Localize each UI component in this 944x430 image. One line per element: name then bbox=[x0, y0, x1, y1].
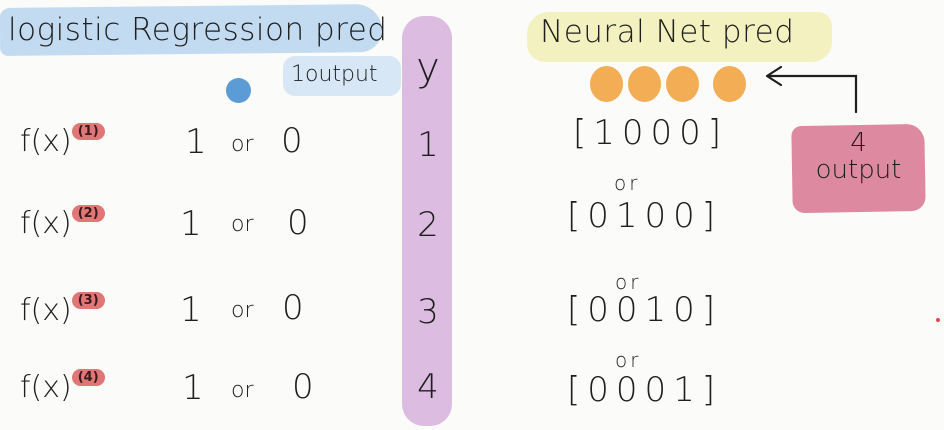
fx-label: f(x) bbox=[20, 124, 72, 159]
output-node-2 bbox=[628, 66, 661, 102]
y-value-1: 1 bbox=[417, 125, 439, 165]
output-node-4 bbox=[713, 66, 746, 102]
neural-title-highlight bbox=[527, 12, 832, 62]
one-output-label: 1output bbox=[291, 62, 378, 87]
callout-word: output bbox=[815, 155, 902, 186]
value-one: 1 bbox=[180, 290, 202, 330]
or-separator-1: or bbox=[614, 171, 641, 195]
y-value-4: 4 bbox=[417, 367, 439, 407]
callout-arrow-icon bbox=[765, 65, 858, 114]
superscript-badge: (3) bbox=[71, 292, 105, 309]
y-column-highlight bbox=[402, 16, 452, 426]
superscript-badge: (1) bbox=[71, 123, 105, 140]
callout-text: 4 output bbox=[792, 128, 925, 186]
value-one: 1 bbox=[180, 204, 202, 244]
onehot-vector-3: [0010] bbox=[567, 290, 723, 330]
neural-net-title: Neural Net pred bbox=[540, 14, 795, 50]
stray-mark bbox=[936, 318, 940, 322]
value-zero: 0 bbox=[281, 121, 303, 161]
y-value-3: 3 bbox=[417, 292, 439, 332]
fx-row-3: f(x) (3) bbox=[20, 292, 105, 328]
or-word: or bbox=[231, 378, 254, 403]
or-separator-3: or bbox=[615, 348, 642, 372]
fx-row-1: f(x) (1) bbox=[20, 123, 105, 159]
value-zero: 0 bbox=[287, 203, 309, 243]
fx-label: f(x) bbox=[20, 206, 72, 241]
logistic-regression-title: logistic Regression pred bbox=[8, 12, 388, 48]
onehot-vector-1: [1000] bbox=[573, 113, 729, 153]
or-word: or bbox=[231, 298, 254, 323]
fx-label: f(x) bbox=[20, 370, 72, 405]
fx-row-2: f(x) (2) bbox=[20, 205, 105, 241]
value-zero: 0 bbox=[282, 288, 304, 328]
output-label-highlight bbox=[283, 56, 401, 96]
value-zero: 0 bbox=[292, 367, 314, 407]
fx-row-4: f(x) (4) bbox=[20, 369, 105, 405]
value-one: 1 bbox=[182, 368, 204, 408]
fx-label: f(x) bbox=[20, 293, 72, 328]
superscript-badge: (2) bbox=[71, 205, 105, 222]
onehot-vector-4: [0001] bbox=[567, 370, 723, 410]
callout-number: 4 bbox=[850, 128, 867, 158]
y-value-2: 2 bbox=[417, 205, 439, 245]
or-word: or bbox=[231, 212, 254, 237]
onehot-vector-2: [0100] bbox=[567, 196, 723, 236]
or-word: or bbox=[231, 132, 254, 157]
or-separator-2: or bbox=[615, 270, 642, 294]
value-one: 1 bbox=[185, 122, 207, 162]
y-header: y bbox=[416, 45, 440, 91]
single-output-node bbox=[226, 78, 251, 103]
output-node-1 bbox=[590, 66, 623, 102]
superscript-badge: (4) bbox=[71, 369, 105, 386]
output-node-3 bbox=[666, 66, 699, 102]
